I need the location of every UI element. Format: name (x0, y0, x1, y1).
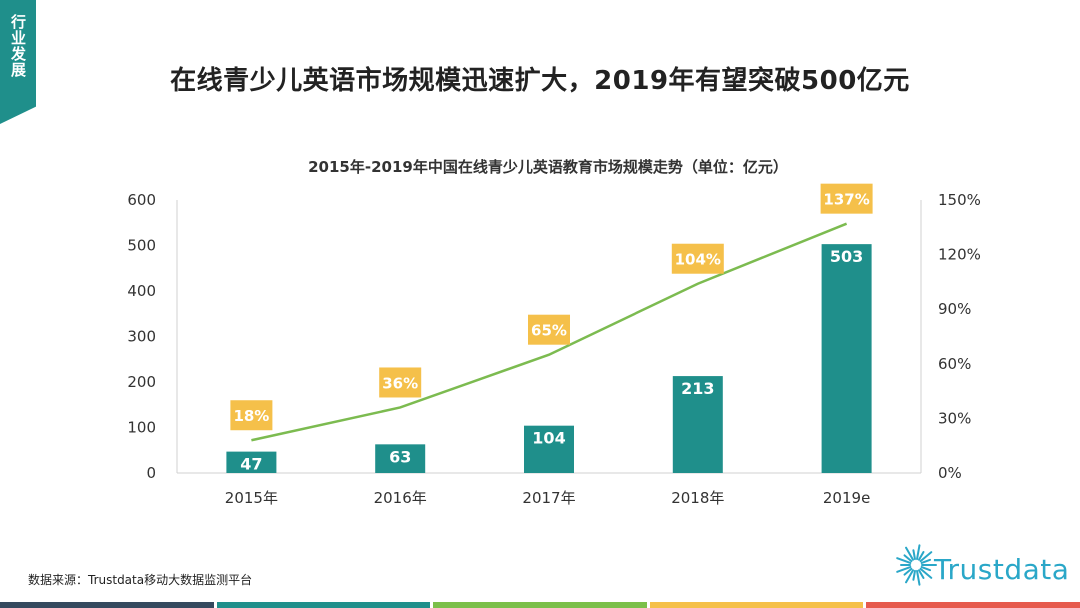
starburst-ray (918, 551, 925, 561)
rate-label: 65% (531, 322, 567, 340)
x-tick-label: 2019e (823, 489, 870, 507)
bar-value-label: 104 (532, 429, 565, 448)
y-left-tick-label: 100 (127, 419, 156, 437)
y-right-tick-label: 30% (938, 409, 971, 427)
trustdata-logo: Trustdata (894, 535, 1070, 595)
y-right-tick-label: 60% (938, 355, 971, 373)
starburst-ray (903, 567, 913, 576)
y-left-tick-label: 200 (127, 373, 156, 391)
rate-label: 36% (382, 374, 418, 392)
x-tick-label: 2018年 (671, 489, 724, 507)
starburst-ray (920, 566, 932, 572)
logo-text: Trustdata (934, 553, 1070, 586)
chart-plot-area: 0 100 200 300 400 500 600 0% 30% 60% 90% 120% 150% 20… (127, 183, 981, 507)
starburst-ray (903, 554, 913, 563)
x-tick-label: 2016年 (374, 489, 427, 507)
y-left-tick-label: 0 (146, 464, 156, 482)
color-stripe (216, 602, 431, 608)
starburst-icon (896, 544, 937, 586)
y-right-tick-label: 120% (938, 246, 981, 264)
bar-value-label: 503 (830, 247, 863, 266)
y-left-tick-label: 400 (127, 282, 156, 300)
source-note: 数据来源：Trustdata移动大数据监测平台 (28, 573, 253, 587)
starburst-ray (919, 567, 933, 579)
x-tick-label: 2015年 (225, 489, 278, 507)
bar (375, 444, 426, 473)
starburst-ray (896, 566, 912, 573)
color-stripe (866, 602, 1080, 608)
rate-label: 137% (823, 191, 869, 209)
chart-title: 2015年-2019年中国在线青少儿英语教育市场规模走势（单位：亿元） (308, 158, 788, 176)
y-right-tick-label: 150% (938, 191, 981, 209)
rate-label-box (379, 367, 422, 398)
starburst-ray (912, 569, 916, 581)
bar-value-label: 213 (681, 379, 714, 398)
starburst-ray (916, 569, 921, 586)
color-stripe (649, 602, 864, 608)
starburst-ray (916, 544, 921, 561)
page-title: 在线青少儿英语市场规模迅速扩大，2019年有望突破500亿元 (170, 66, 910, 96)
bar-value-label: 47 (240, 455, 262, 474)
y-right-tick-label: 90% (938, 300, 971, 318)
color-stripe (433, 602, 647, 608)
rate-label: 104% (675, 251, 721, 269)
starburst-ray (905, 546, 914, 561)
starburst-ray (918, 569, 925, 579)
starburst-ray (905, 569, 914, 584)
rate-label-box (671, 243, 724, 274)
bar (524, 425, 574, 473)
rate-label: 18% (233, 407, 269, 425)
starburst-ray (919, 551, 933, 563)
bottom-color-stripes (0, 602, 1080, 608)
section-tab-label: 行业发展 (9, 14, 27, 78)
bar (226, 451, 277, 473)
y-right-tick-label: 0% (938, 464, 962, 482)
starburst-ray (920, 558, 932, 564)
rate-label-box (820, 183, 873, 214)
y-left-tick-label: 500 (127, 237, 156, 255)
bar (821, 244, 872, 473)
x-tick-label: 2017年 (522, 489, 575, 507)
y-left-tick-label: 300 (127, 328, 156, 346)
rate-label-box (528, 314, 570, 345)
section-tab: 行业发展 (0, 0, 36, 124)
color-stripe (0, 602, 214, 608)
bar-value-label: 63 (389, 447, 411, 466)
rate-label-box (230, 400, 273, 431)
bar (672, 376, 723, 473)
growth-rate-line (251, 222, 848, 442)
starburst-ray (896, 557, 912, 564)
starburst-ray (912, 549, 916, 561)
y-left-tick-label: 600 (127, 191, 156, 209)
